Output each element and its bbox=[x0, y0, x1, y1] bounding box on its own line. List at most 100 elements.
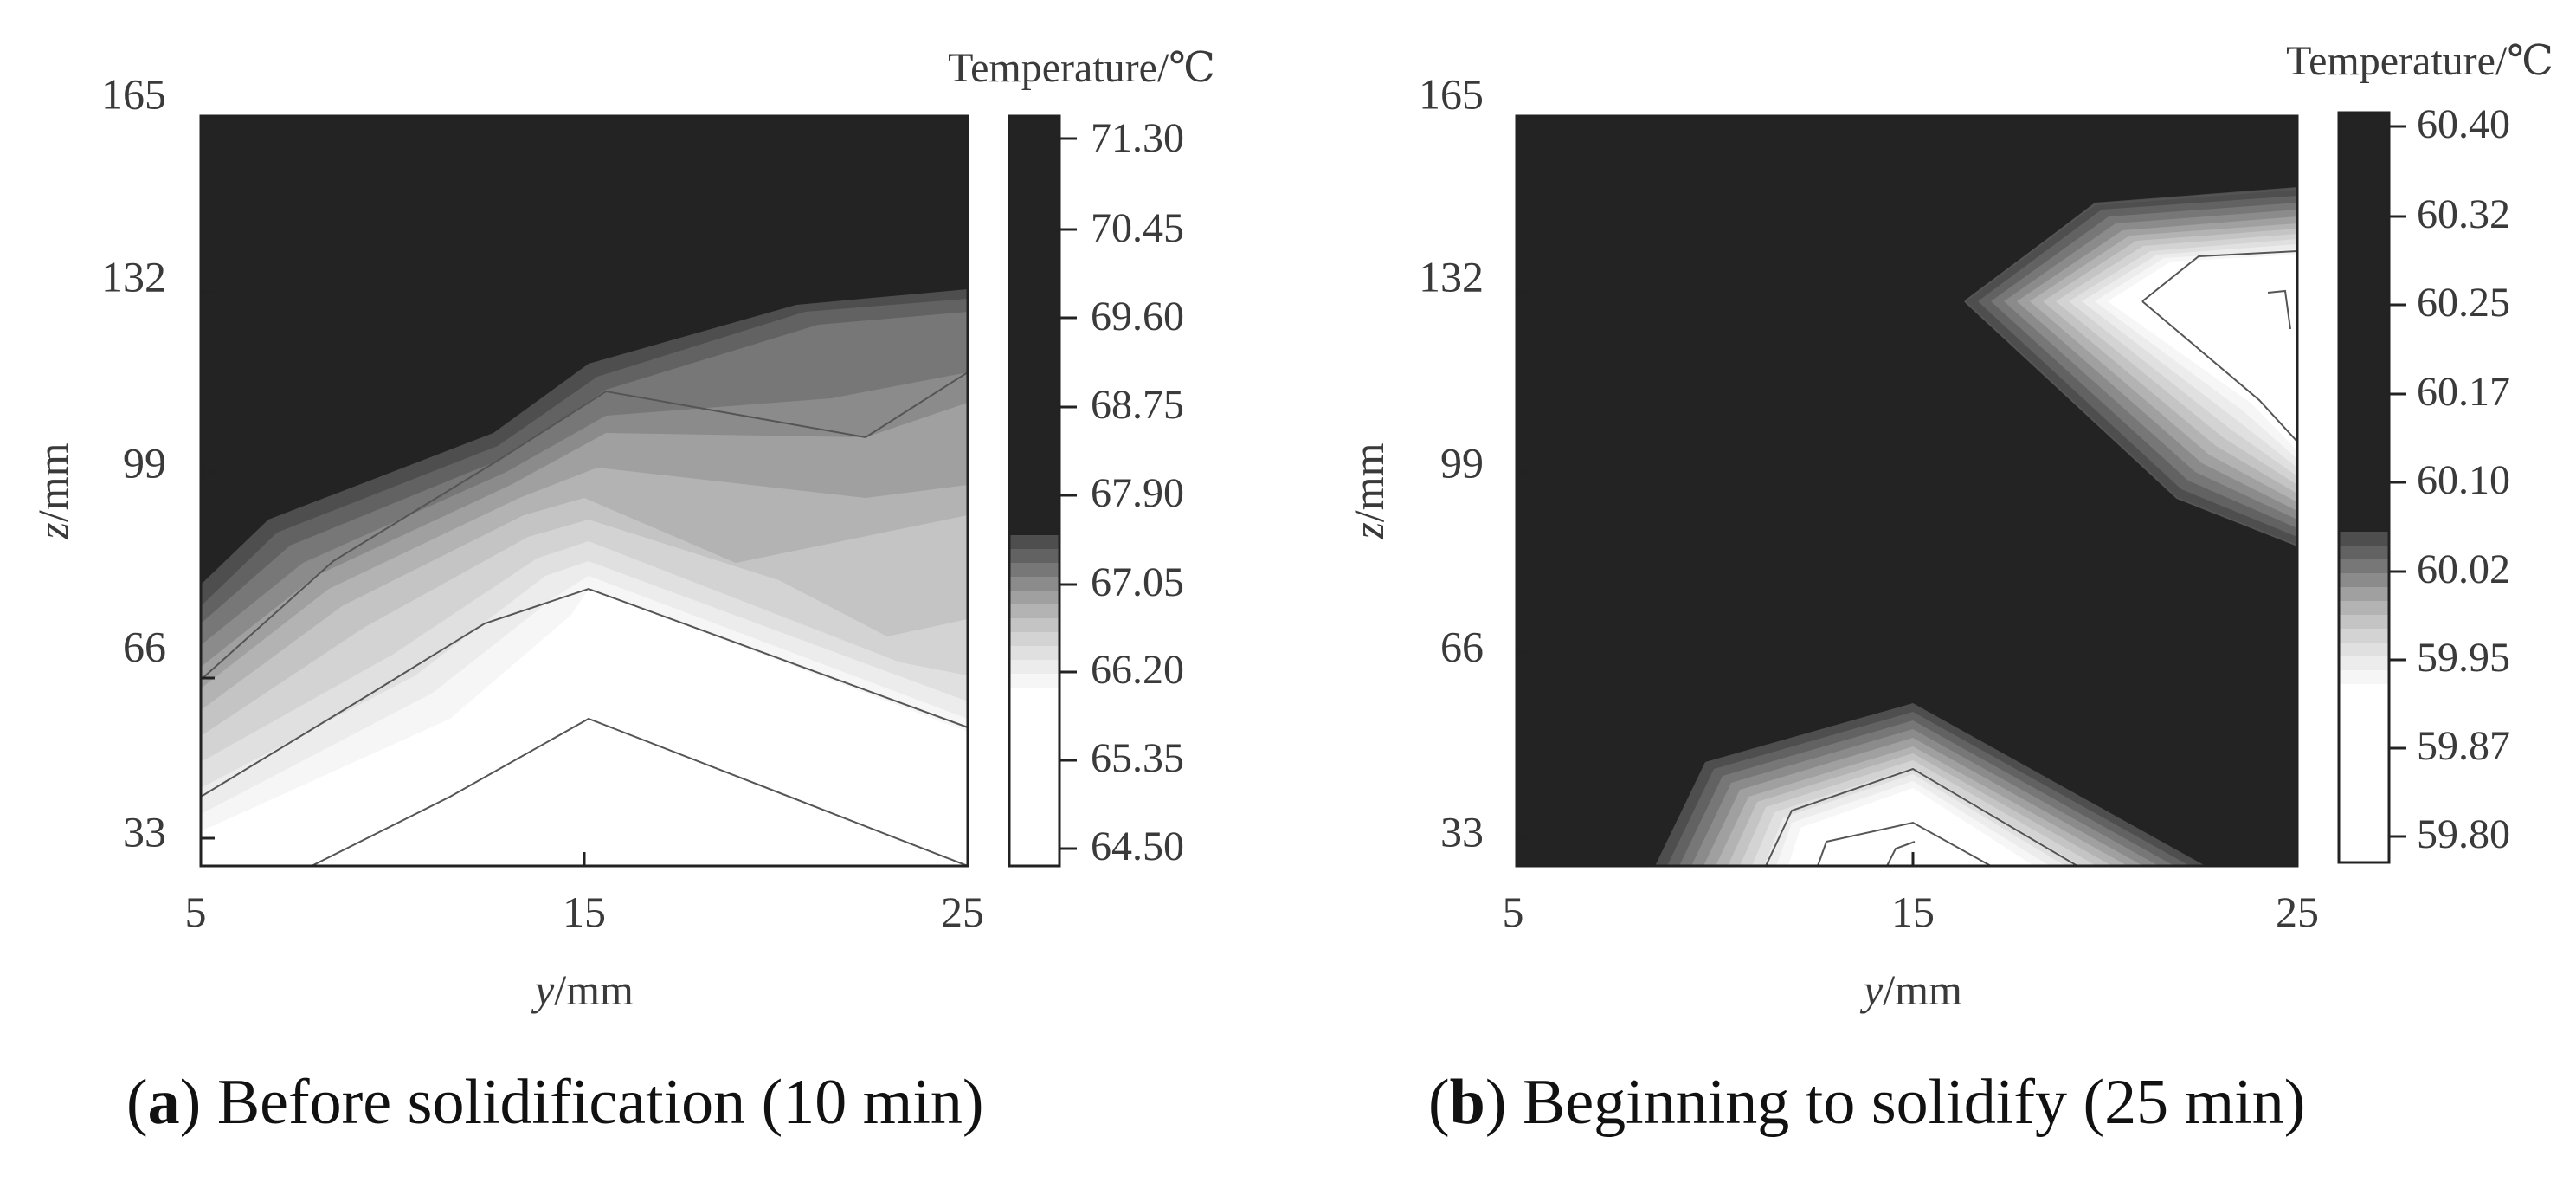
panel-b-x-axis-title: y/mm bbox=[1859, 966, 1962, 1014]
panel-b-isoline-2 bbox=[1964, 300, 2297, 546]
panel-b-colorbar-seg bbox=[2339, 656, 2389, 670]
panel-a-y-axis bbox=[201, 114, 215, 840]
panel-a-colorbar-seg bbox=[1009, 674, 1059, 688]
panel-b-y-tick-label: 132 bbox=[1419, 252, 1484, 300]
panel-b-isoline-1 bbox=[1964, 188, 2297, 302]
panel-a-colorbar-seg bbox=[1009, 535, 1059, 549]
panel-b-isoline-5 bbox=[1765, 767, 2078, 866]
panel-a-y-axis-unit: /mm bbox=[29, 442, 77, 522]
panel-a-colorbar-frame bbox=[1008, 114, 1061, 868]
panel-b-plot-frame bbox=[1515, 114, 2299, 868]
panel-a-isoline-2 bbox=[201, 587, 968, 798]
panel-a-cbar-tick-label: 69.60 bbox=[1091, 294, 1184, 339]
panel-b-colorbar bbox=[2337, 111, 2391, 864]
panel-a-y-tick-label: 66 bbox=[123, 622, 166, 670]
panel-b-colorbar-title: Temperature/℃ bbox=[2286, 38, 2553, 84]
panel-a-x-tick-label: 25 bbox=[941, 888, 984, 936]
panel-b-y-axis-var: z bbox=[1344, 522, 1393, 539]
panel-a-colorbar-seg bbox=[1009, 549, 1059, 563]
caption-a: (a) Before solidification (10 min) bbox=[126, 1067, 984, 1138]
panel-b-y-tick-label: 66 bbox=[1440, 622, 1484, 670]
panel-a-y-axis-title: z/mm bbox=[29, 442, 77, 539]
panel-b-colorbar-seg bbox=[2339, 643, 2389, 656]
panel-b-colorbar-ticks bbox=[2389, 125, 2406, 838]
panel-a-y-tick-label: 165 bbox=[101, 69, 166, 118]
panel-b-y-axis-unit: /mm bbox=[1344, 442, 1393, 522]
panel-a-colorbar-seg bbox=[1009, 646, 1059, 660]
panel-b-colorbar-seg bbox=[2339, 615, 2389, 629]
panel-b-colorbar-seg bbox=[2339, 532, 2389, 546]
panel-b-cbar-tick-label: 60.40 bbox=[2417, 101, 2510, 147]
panel-a-cbar-tick-label: 64.50 bbox=[1091, 824, 1184, 869]
panel-b-colorbar-top-block bbox=[2339, 113, 2389, 532]
panel-a-colorbar-seg bbox=[1009, 618, 1059, 632]
panel-a: 165 132 99 66 33 5 15 25 y/mm z/mm bbox=[29, 45, 1215, 1014]
panel-a-colorbar-seg bbox=[1009, 563, 1059, 577]
panel-b-band-24 bbox=[1788, 788, 2034, 866]
caption-b-text: Beginning to solidify (25 min) bbox=[1522, 1067, 2306, 1138]
panel-b-isoline-3 bbox=[2141, 249, 2297, 443]
panel-b-colorbar-seg bbox=[2339, 601, 2389, 615]
panel-b-isolines bbox=[1765, 188, 2297, 866]
panel-b-colorbar-seg bbox=[2339, 573, 2389, 587]
panel-a-x-tick-label: 15 bbox=[563, 888, 606, 936]
caption-a-text: Before solidification (10 min) bbox=[216, 1067, 984, 1138]
panel-b-y-tick-label: 99 bbox=[1440, 438, 1484, 487]
panel-a-y-axis-var: z bbox=[29, 522, 77, 539]
panel-a-isolines bbox=[201, 371, 968, 866]
panel-a-colorbar-seg bbox=[1009, 604, 1059, 618]
panel-b-colorbar-frame bbox=[2337, 111, 2391, 864]
panel-b-cbar-tick-label: 60.32 bbox=[2417, 191, 2510, 237]
panel-a-colorbar-seg bbox=[1009, 688, 1059, 866]
panel-a-x-axis-var: y bbox=[531, 966, 555, 1014]
panel-b-colorbar-seg bbox=[2339, 670, 2389, 684]
panel-b-cbar-tick-label: 60.02 bbox=[2417, 546, 2510, 592]
panel-a-cbar-tick-label: 67.05 bbox=[1091, 559, 1184, 605]
panel-b-isoline-4 bbox=[2267, 289, 2291, 330]
panel-b-y-axis bbox=[1517, 114, 1530, 840]
panel-a-y-tick-label: 99 bbox=[123, 438, 166, 487]
panel-b-x-axis-unit: /mm bbox=[1883, 966, 1962, 1014]
panel-a-cbar-tick-label: 70.45 bbox=[1091, 205, 1184, 251]
panel-a-y-tick-label: 33 bbox=[123, 807, 166, 856]
panel-a-x-tick-label: 5 bbox=[185, 888, 207, 936]
panel-a-contour-field bbox=[201, 116, 968, 866]
panel-a-colorbar-ticks bbox=[1059, 137, 1077, 850]
panel-b-y-tick-label: 165 bbox=[1419, 69, 1484, 118]
panel-b-isoline-6 bbox=[1817, 821, 1992, 866]
panel-a-cbar-tick-label: 71.30 bbox=[1091, 115, 1184, 161]
panel-b-y-axis-title: z/mm bbox=[1344, 442, 1393, 539]
caption-b: (b) Beginning to solidify (25 min) bbox=[1428, 1067, 2306, 1138]
panel-b-isoline-7 bbox=[1886, 841, 1916, 866]
panel-b-y-tick-label: 33 bbox=[1440, 807, 1484, 856]
panel-b-colorbar-seg bbox=[2339, 629, 2389, 643]
panel-a-isoline-1 bbox=[201, 371, 968, 681]
panel-b-x-tick-label: 25 bbox=[2276, 888, 2319, 936]
caption-b-label: b bbox=[1449, 1067, 1485, 1138]
panel-a-x-axis-title: y/mm bbox=[531, 966, 634, 1014]
panel-a-band-12 bbox=[201, 589, 968, 866]
panel-b-x-tick-label: 15 bbox=[1891, 888, 1935, 936]
panel-b-colorbar-seg bbox=[2339, 559, 2389, 573]
panel-a-colorbar-seg bbox=[1009, 577, 1059, 591]
panel-a-colorbar-seg bbox=[1009, 632, 1059, 646]
panel-a-colorbar-top-block bbox=[1009, 116, 1059, 535]
panel-b: 165 132 99 66 33 5 15 25 y/mm z/mm bbox=[1344, 38, 2553, 1014]
panel-a-cbar-tick-label: 65.35 bbox=[1091, 735, 1184, 781]
caption-a-label: a bbox=[147, 1067, 180, 1138]
panel-a-cbar-tick-label: 68.75 bbox=[1091, 382, 1184, 428]
panel-b-cbar-tick-label: 59.95 bbox=[2417, 635, 2510, 681]
panel-b-cbar-tick-label: 60.10 bbox=[2417, 457, 2510, 503]
panel-a-colorbar-seg bbox=[1009, 660, 1059, 674]
panel-a-colorbar-title: Temperature/℃ bbox=[948, 45, 1215, 91]
panel-b-colorbar-seg bbox=[2339, 684, 2389, 862]
panel-b-colorbar-seg bbox=[2339, 546, 2389, 559]
panel-a-isoline-3 bbox=[311, 717, 968, 866]
panel-a-cbar-tick-label: 66.20 bbox=[1091, 647, 1184, 693]
panel-b-cbar-tick-label: 59.87 bbox=[2417, 723, 2510, 769]
panel-a-colorbar-seg bbox=[1009, 591, 1059, 604]
panel-b-cbar-tick-label: 60.25 bbox=[2417, 280, 2510, 326]
panel-a-x-axis-unit: /mm bbox=[554, 966, 634, 1014]
panel-b-cbar-tick-label: 60.17 bbox=[2417, 369, 2510, 415]
